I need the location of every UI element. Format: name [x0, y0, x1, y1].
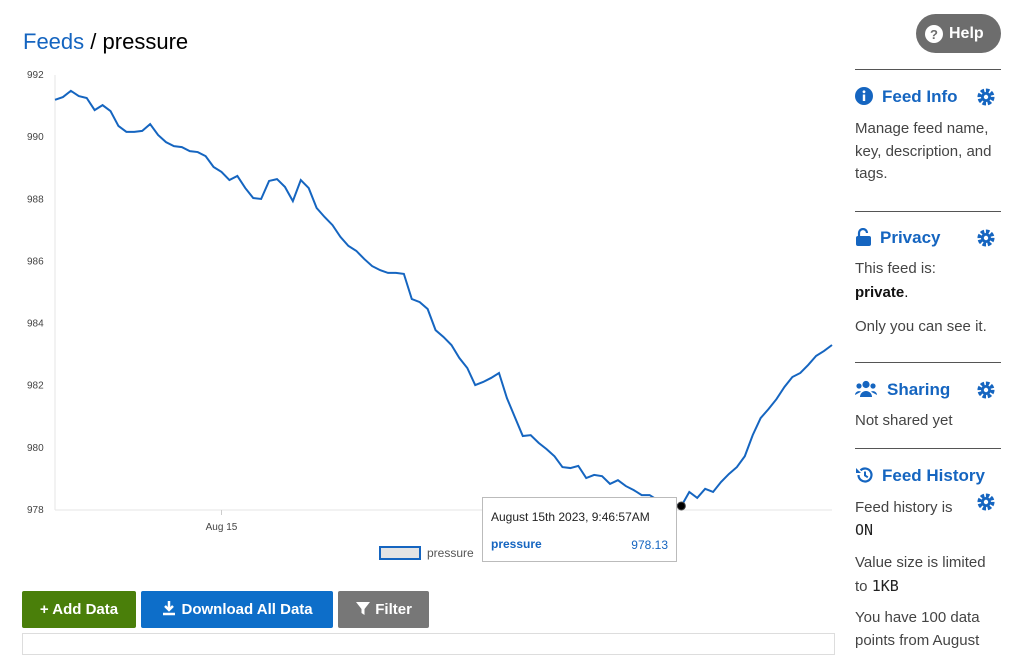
size-label: Value size is limited to: [855, 554, 986, 595]
filter-icon: [356, 602, 371, 615]
breadcrumb-separator: /: [90, 29, 97, 54]
breadcrumb: Feeds / pressure: [23, 29, 188, 55]
y-tick-label: 990: [27, 132, 44, 143]
section-text: You have 100 data points from August: [855, 609, 980, 649]
hover-point: [676, 501, 686, 511]
feed-name: pressure: [102, 29, 189, 54]
section-text: Feed history is: [855, 499, 953, 516]
y-tick-label: 982: [27, 381, 44, 392]
privacy-status: private.: [855, 282, 1003, 305]
chart: pressure 978 980 982 984 986 988 990 992 Aug 15: [27, 70, 833, 560]
section-title: Feed Info: [882, 87, 958, 106]
y-tick-label: 988: [27, 194, 44, 205]
history-status: ON: [855, 521, 874, 539]
section-text: Value size is limited to 1KB: [855, 552, 1001, 598]
help-icon: ?: [925, 25, 943, 43]
y-tick-label: 980: [27, 443, 44, 454]
divider: [855, 362, 1001, 363]
breadcrumb-link[interactable]: Feeds: [23, 29, 85, 54]
filter-label: Filter: [375, 601, 412, 618]
data-table: [22, 633, 835, 655]
history-icon: [856, 467, 873, 483]
legend-swatch: [379, 546, 421, 560]
tooltip-value: 978.13: [631, 538, 668, 552]
y-tick-label: 992: [27, 70, 44, 81]
divider: [855, 69, 1001, 70]
privacy-end: .: [904, 284, 909, 301]
divider: [855, 448, 1001, 449]
settings-icon[interactable]: [976, 380, 996, 400]
users-icon: [855, 380, 877, 397]
tooltip-series: pressure: [491, 537, 542, 551]
section-text: This feed is:: [855, 260, 936, 277]
tooltip-title: August 15th 2023, 9:46:57AM: [491, 510, 650, 524]
lock-icon: [856, 228, 871, 246]
filter-button[interactable]: Filter: [338, 591, 429, 628]
privacy-value: private: [855, 284, 905, 301]
y-tick-label: 986: [27, 256, 44, 267]
section-text: Manage feed name, key, description, and …: [855, 120, 992, 182]
help-button[interactable]: ? Help: [916, 14, 1001, 53]
section-title: Privacy: [880, 228, 941, 247]
settings-icon[interactable]: [976, 492, 996, 512]
download-button[interactable]: Download All Data: [141, 591, 333, 628]
section-title: Sharing: [887, 380, 951, 399]
tooltip: August 15th 2023, 9:46:57AM pressure 978…: [482, 497, 677, 562]
y-tick-label: 984: [27, 319, 44, 330]
y-tick-label: 978: [27, 505, 44, 516]
x-tick-label: Aug 15: [206, 522, 238, 533]
section-text: Only you can see it.: [855, 318, 987, 335]
size-value: 1KB: [871, 576, 899, 595]
legend-label[interactable]: pressure: [427, 546, 474, 560]
svg-text:?: ?: [930, 27, 938, 42]
help-label: Help: [949, 25, 984, 42]
divider: [855, 211, 1001, 212]
settings-icon[interactable]: [976, 87, 996, 107]
section-title: Feed History: [882, 466, 985, 485]
add-data-button[interactable]: + Add Data: [22, 591, 136, 628]
data-line: [54, 89, 833, 508]
download-icon: [163, 601, 176, 616]
settings-icon[interactable]: [976, 228, 996, 248]
section-text: Not shared yet: [855, 412, 953, 429]
info-icon: [855, 87, 873, 105]
download-label: Download All Data: [181, 601, 313, 618]
